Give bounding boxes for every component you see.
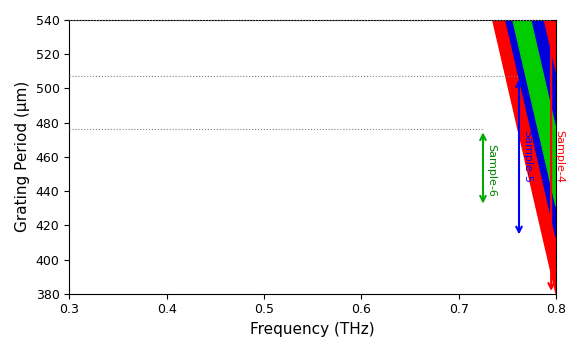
Polygon shape bbox=[513, 20, 556, 207]
Polygon shape bbox=[493, 20, 556, 294]
Text: 1.7μm/mm (Sample-6): 1.7μm/mm (Sample-6) bbox=[128, 142, 275, 155]
X-axis label: Frequency (THz): Frequency (THz) bbox=[250, 322, 375, 337]
Text: 3.3μm/mm (Sample-5): 3.3μm/mm (Sample-5) bbox=[128, 84, 275, 97]
Y-axis label: Grating Period (μm): Grating Period (μm) bbox=[15, 81, 30, 232]
Text: Sample-4: Sample-4 bbox=[554, 130, 564, 183]
Polygon shape bbox=[506, 20, 556, 237]
Text: 5.0μm/mm (Sample-4): 5.0μm/mm (Sample-4) bbox=[128, 41, 275, 54]
Text: Sample-5: Sample-5 bbox=[522, 131, 532, 183]
Text: Sample-6: Sample-6 bbox=[486, 144, 496, 197]
